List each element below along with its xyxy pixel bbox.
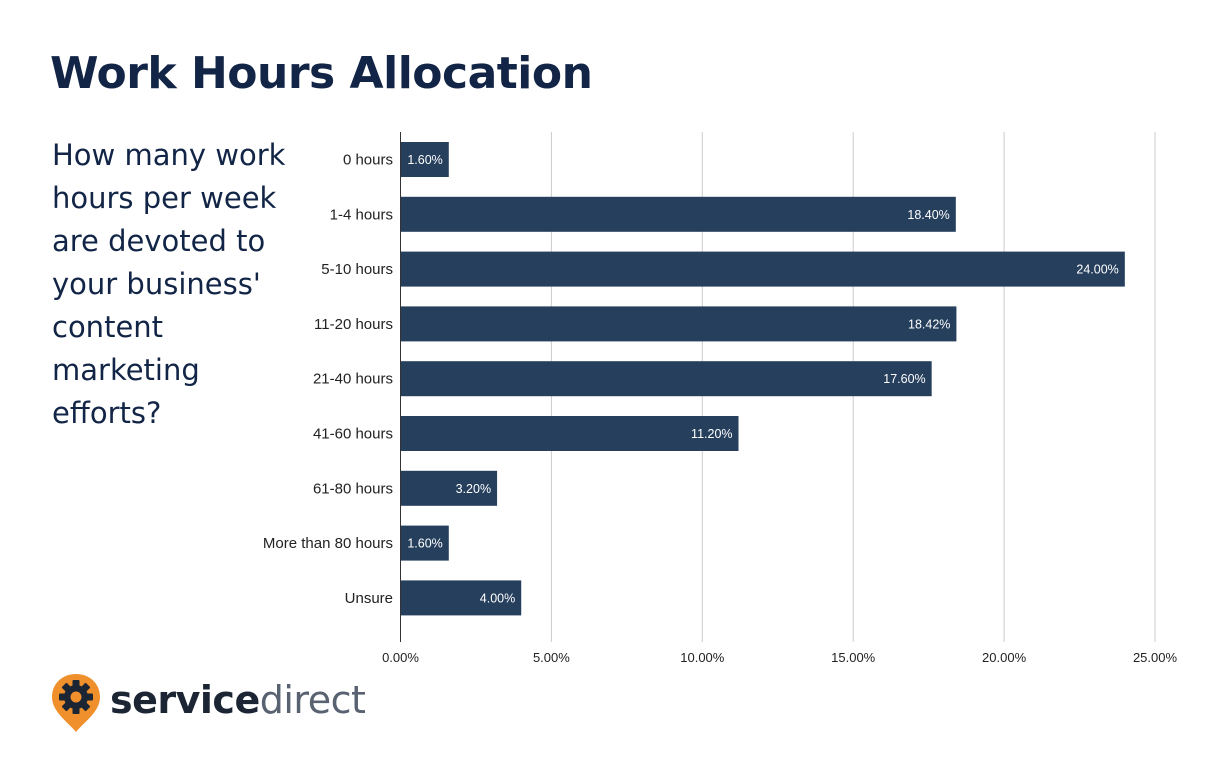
bar-value-label: 18.42% <box>908 317 950 331</box>
bar-value-label: 17.60% <box>883 372 925 386</box>
logo-word-direct: direct <box>259 678 366 722</box>
bar <box>400 196 956 232</box>
bar-value-label: 11.20% <box>691 427 732 441</box>
category-label: 11-20 hours <box>314 316 393 333</box>
bar-value-label: 1.60% <box>407 153 442 167</box>
bar <box>400 525 449 561</box>
x-tick-label: 5.00% <box>533 650 570 665</box>
logo-wordmark: servicedirect <box>110 676 366 724</box>
bar <box>400 416 739 451</box>
category-label: More than 80 hours <box>263 535 393 552</box>
bar-value-label: 3.20% <box>456 482 491 496</box>
chart-title: Work Hours Allocation <box>50 48 593 99</box>
bar <box>400 580 522 616</box>
bar-value-label: 18.40% <box>907 208 949 222</box>
bar <box>400 251 1125 287</box>
x-tick-label: 10.00% <box>680 650 725 665</box>
category-label: 0 hours <box>343 152 393 169</box>
category-label: 41-60 hours <box>313 426 393 443</box>
x-tick-label: 25.00% <box>1133 650 1178 665</box>
bar <box>400 306 957 342</box>
bar <box>400 470 498 506</box>
bar-value-label: 1.60% <box>407 537 442 551</box>
bar-chart: 1.60% 18.40% 24.00% 18.42% 17.60% 11.20% 3.20%… <box>263 132 1177 665</box>
x-tick-label: 15.00% <box>831 650 876 665</box>
category-label: 21-40 hours <box>313 371 393 388</box>
gear-pin-icon <box>52 674 100 732</box>
category-label: Unsure <box>345 590 393 607</box>
bar <box>400 361 932 397</box>
x-tick-labels: 0.00% 5.00% 10.00% 15.00% 20.00% 25.00% <box>382 650 1177 665</box>
bars: 1.60% 18.40% 24.00% 18.42% 17.60% 11.20% 3.20%… <box>400 142 1125 616</box>
x-tick-label: 0.00% <box>382 650 419 665</box>
x-tick-label: 20.00% <box>982 650 1027 665</box>
bar-value-label: 24.00% <box>1076 263 1118 277</box>
category-label: 1-4 hours <box>330 206 393 223</box>
category-label: 61-80 hours <box>313 480 393 497</box>
bar <box>400 142 449 177</box>
bar-value-label: 4.00% <box>480 591 515 605</box>
survey-question: How many work hours per week are devoted… <box>52 138 286 430</box>
logo-word-service: service <box>110 678 260 722</box>
category-labels: 0 hours 1-4 hours 5-10 hours 11-20 hours 21-… <box>263 152 393 607</box>
category-label: 5-10 hours <box>321 261 393 278</box>
